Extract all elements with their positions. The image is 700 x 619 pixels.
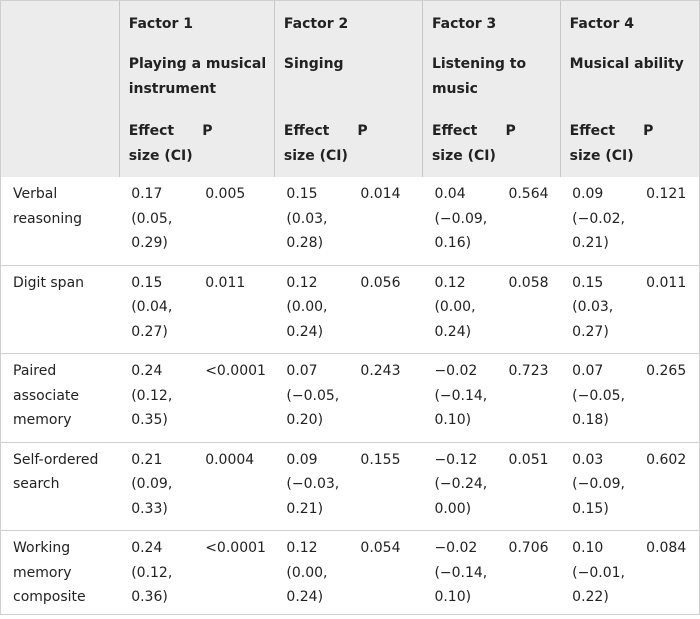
- factor-title: Factor 1: [128, 16, 194, 32]
- effect-size-cell: 0.12 (0.00, 0.24): [274, 265, 349, 354]
- p-value-cell: 0.121: [634, 177, 699, 266]
- p-value-header: P: [496, 111, 561, 177]
- p-value-cell: 0.014: [348, 177, 423, 266]
- effect-size-cell: 0.15 (0.04, 0.27): [119, 265, 194, 354]
- effect-size-cell: 0.12 (0.00, 0.24): [422, 265, 497, 354]
- p-value-cell: 0.084: [646, 540, 687, 556]
- factor-header-2: Factor 2 Singing: [273, 1, 423, 111]
- factor-header-1: Factor 1 Playing a musical instrument: [118, 1, 275, 111]
- factor-title: Factor 4: [569, 16, 634, 32]
- table-row: Verbal reasoning 0.17 (0.05, 0.29) 0.005…: [1, 177, 699, 266]
- factor-header-3: Factor 3 Listening to music: [421, 1, 561, 111]
- effect-size-cell: 0.17 (0.05, 0.29): [119, 177, 194, 266]
- p-value-cell: 0.058: [496, 265, 561, 354]
- row-label: Self-ordered search: [1, 442, 120, 531]
- factor-title: Factor 2: [283, 16, 349, 32]
- effect-size-header: Effect size (CI): [118, 111, 194, 177]
- p-value-cell: 0.011: [634, 265, 699, 354]
- factor-subtitle: Listening to music: [431, 56, 527, 97]
- effect-size-cell: 0.24 (0.12, 0.36): [131, 540, 173, 605]
- factor-subtitle: Musical ability: [569, 56, 684, 72]
- p-value-cell: 0.155: [348, 442, 423, 531]
- p-value-cell: 0.265: [634, 353, 699, 443]
- effect-size-cell: 0.04 (−0.09, 0.16): [422, 177, 497, 266]
- p-value-cell: 0.051: [496, 442, 561, 531]
- effect-size-cell: 0.15 (0.03, 0.27): [560, 265, 635, 354]
- effect-size-cell: 0.24 (0.12, 0.35): [119, 353, 194, 443]
- p-value-cell: 0.056: [348, 265, 423, 354]
- effect-size-header: Effect size (CI): [559, 111, 635, 177]
- p-value-cell: 0.243: [348, 353, 423, 443]
- row-label: Verbal reasoning: [1, 177, 120, 266]
- effect-size-cell: 0.07 (−0.05, 0.20): [274, 353, 349, 443]
- table-row: Digit span 0.15 (0.04, 0.27) 0.011 0.12 …: [1, 265, 699, 354]
- p-value-cell: 0.706: [508, 540, 549, 556]
- effect-size-cell: 0.10 (−0.01, 0.22): [572, 540, 625, 605]
- factor-header-4: Factor 4 Musical ability: [559, 1, 699, 111]
- table-row: Paired associate memory 0.24 (0.12, 0.35…: [1, 353, 699, 443]
- row-label: Digit span: [1, 265, 120, 354]
- p-value-cell: 0.723: [496, 353, 561, 443]
- row-label: Working memory composite: [13, 540, 86, 605]
- effect-size-cell: −0.12 (−0.24, 0.00): [422, 442, 497, 531]
- p-value-cell: 0.564: [496, 177, 561, 266]
- effect-size-cell: 0.15 (0.03, 0.28): [274, 177, 349, 266]
- effect-size-cell: 0.07 (−0.05, 0.18): [560, 353, 635, 443]
- header-corner: [1, 1, 120, 177]
- effect-size-cell: 0.03 (−0.09, 0.15): [560, 442, 635, 531]
- p-value-header: P: [348, 111, 423, 177]
- effect-size-cell: −0.02 (−0.14, 0.10): [422, 353, 497, 443]
- factor-subtitle: Playing a musical instrument: [128, 56, 267, 97]
- factor-subtitle: Singing: [283, 56, 344, 72]
- p-value-cell: 0.0004: [193, 442, 275, 531]
- p-value-cell: 0.054: [360, 540, 401, 556]
- table-row: Working memory composite 0.24 (0.12, 0.3…: [1, 531, 699, 619]
- p-value-cell: 0.602: [634, 442, 699, 531]
- p-value-cell: <0.0001: [205, 540, 266, 556]
- table-row: Self-ordered search 0.21 (0.09, 0.33) 0.…: [1, 442, 699, 531]
- effect-size-cell: 0.21 (0.09, 0.33): [119, 442, 194, 531]
- p-value-cell: 0.011: [193, 265, 275, 354]
- effect-size-cell: 0.12 (0.00, 0.24): [286, 540, 328, 605]
- p-value-header: P: [634, 111, 699, 177]
- effect-size-cell: 0.09 (−0.02, 0.21): [560, 177, 635, 266]
- p-value-cell: 0.005: [193, 177, 275, 266]
- factor-title: Factor 3: [431, 16, 497, 32]
- p-value-header: P: [193, 111, 275, 177]
- p-value-cell: <0.0001: [193, 353, 275, 443]
- effect-size-header: Effect size (CI): [273, 111, 349, 177]
- effect-size-cell: −0.02 (−0.14, 0.10): [434, 540, 488, 605]
- row-label: Paired associate memory: [1, 353, 120, 443]
- effect-size-cell: 0.09 (−0.03, 0.21): [274, 442, 349, 531]
- effect-size-header: Effect size (CI): [421, 111, 497, 177]
